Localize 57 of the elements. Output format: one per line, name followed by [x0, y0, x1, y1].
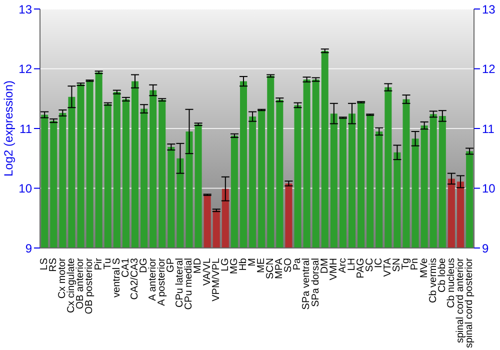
x-tick-label: Arc [337, 258, 348, 273]
y-tick-label: 11 [20, 122, 32, 136]
y2-tick-label: 10 [482, 182, 496, 196]
y-tick-label: 9 [25, 241, 32, 256]
y2-tick-label: 12 [482, 62, 496, 76]
x-tick-label: spinal cord posterior [464, 257, 475, 348]
x-tick-label: Pir [93, 257, 104, 270]
y-tick-label: 12 [18, 62, 32, 76]
x-tick-label: SO [283, 258, 294, 272]
x-tick-label: LS [39, 258, 50, 270]
x-tick-label: Pa [292, 258, 304, 270]
x-tick-label: Cx cingulate [66, 258, 78, 314]
x-tick-label: VMH [328, 258, 340, 280]
x-tick-label: CA1 [120, 258, 132, 278]
x-tick-label: Cb vermis [428, 258, 439, 304]
x-tick-label: A anterior [148, 257, 159, 301]
x-tick-label: VTA [382, 258, 394, 277]
x-tick-label: spinal cord anterior [454, 257, 466, 344]
x-tick-label: CPu medial [184, 258, 195, 310]
x-tick-label: Tg [400, 258, 412, 270]
y-tick-label: 10 [18, 182, 32, 196]
x-tick-label: LG [220, 258, 231, 272]
x-tick-label: LH [346, 258, 358, 271]
x-tick-label: MG [228, 258, 240, 274]
x-tick-label: SN [392, 258, 403, 272]
x-tick-label: IC [374, 258, 385, 268]
x-tick-label: MD [192, 258, 204, 274]
x-tick-label: GP [166, 258, 177, 272]
x-tick-label: Hb [238, 258, 249, 271]
x-tick-label: OB posterior [84, 257, 96, 314]
y2-tick-label: 11 [482, 122, 495, 136]
x-tick-label: Cb lobe [436, 258, 448, 292]
x-tick-label: SCN [265, 258, 276, 280]
x-tick-label: DG [138, 258, 150, 273]
y-axis-title: Log2 (expression) [1, 80, 16, 177]
x-tick-label: SPa ventral [301, 258, 312, 310]
y2-tick-label: 9 [482, 241, 489, 256]
x-tick-label: M [246, 258, 258, 266]
x-tick-label: Tu [102, 258, 114, 270]
x-tick-label: DM [319, 258, 330, 274]
x-tick-label: MVe [418, 258, 430, 278]
x-tick-label: ventral S [111, 258, 122, 298]
x-tick-label: ME [256, 258, 268, 273]
x-tick-label: CA2/CA3 [129, 258, 140, 300]
x-tick-label: PAG [355, 258, 366, 278]
x-tick-label: VA/VL [202, 258, 213, 286]
x-tick-label: Cb nucleus [446, 258, 457, 308]
x-tick-label: OB anterior [75, 257, 86, 310]
y-tick-label: 13 [18, 2, 32, 16]
x-tick-label: MPA [274, 258, 286, 279]
x-tick-label: A posterior [156, 257, 168, 306]
y2-tick-label: 13 [482, 2, 496, 16]
x-tick-label: Pn [410, 258, 421, 270]
x-tick-label: SC [364, 258, 376, 272]
x-tick-label: SPa dorsal [310, 258, 322, 307]
x-tick-label: RS [48, 258, 60, 272]
x-tick-label: VPM/VPL [210, 258, 222, 302]
